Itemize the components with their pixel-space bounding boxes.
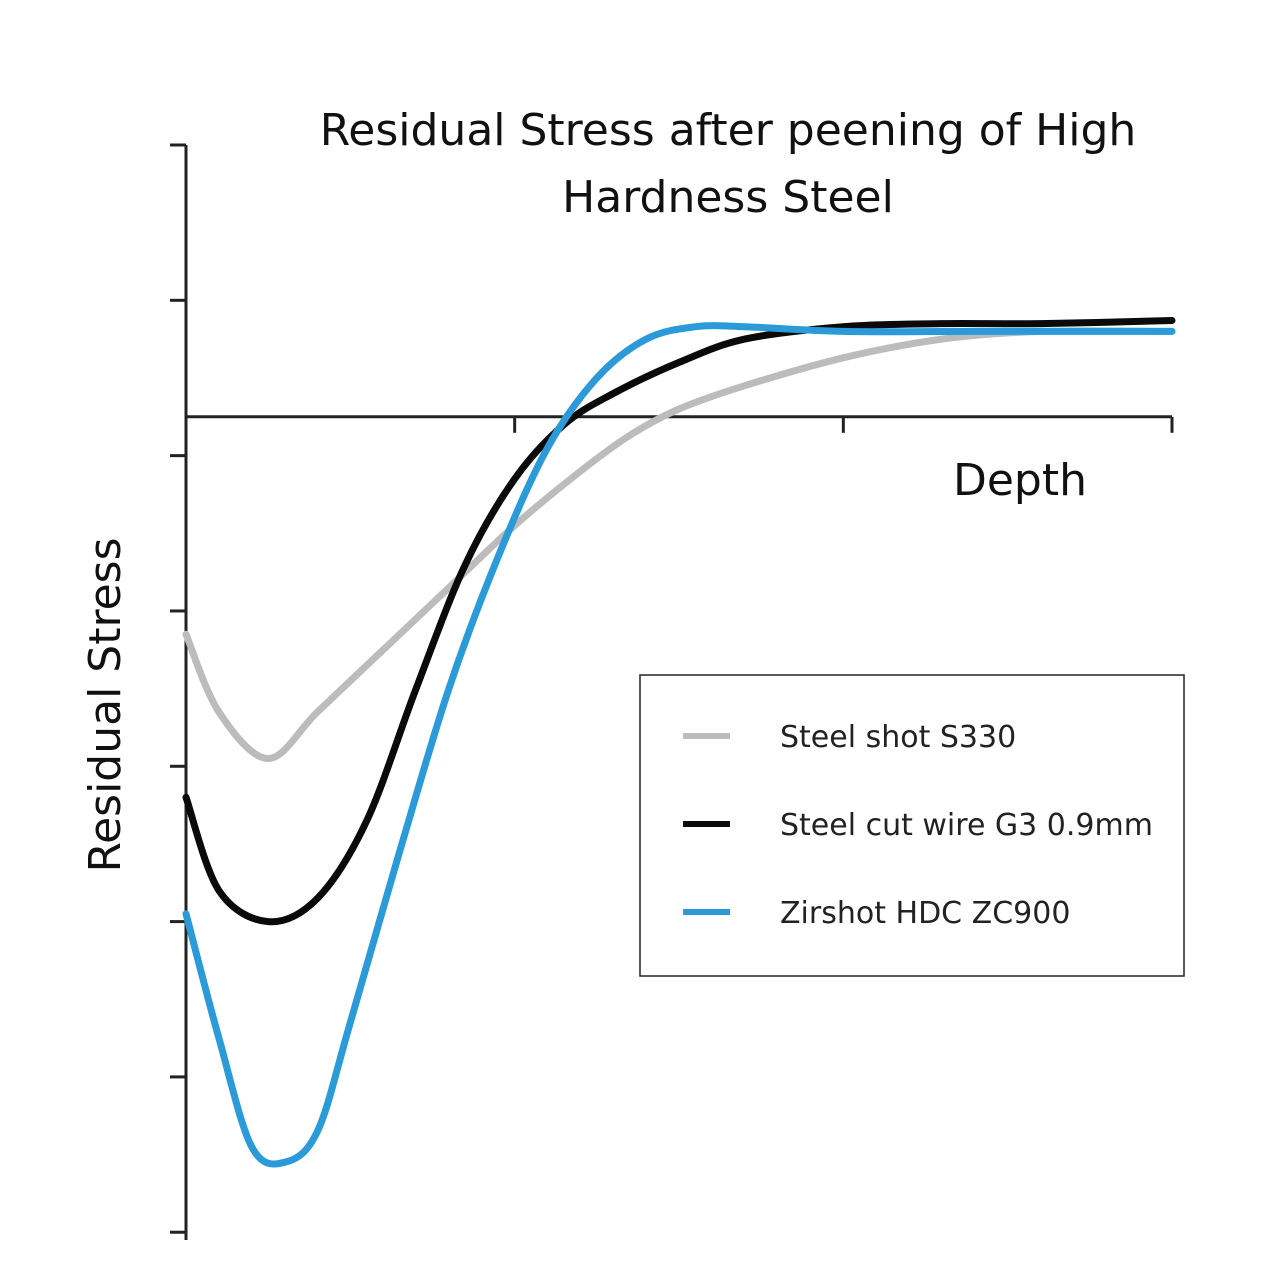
series-line-steel-cut-wire-g3-0-9mm [182, 317, 1176, 926]
series-line-zirshot-hdc-zc900 [182, 322, 1176, 1168]
axes [170, 143, 1174, 1240]
x-axis-label: Depth [953, 455, 1087, 506]
series-line-steel-shot-s330 [182, 327, 1176, 762]
series-lines [182, 317, 1176, 1168]
y-axis-label: Residual Stress [80, 537, 131, 872]
legend-label-steel-shot-s330: Steel shot S330 [780, 720, 1016, 755]
chart-title-line-2: Hardness Steel [562, 172, 894, 223]
legend-label-steel-cut-wire-g3-0-9mm: Steel cut wire G3 0.9mm [780, 808, 1153, 843]
chart-title-line-1: Residual Stress after peening of High [320, 105, 1137, 156]
legend-box [639, 674, 1185, 977]
legend-label-zirshot-hdc-zc900: Zirshot HDC ZC900 [780, 896, 1070, 931]
chart-title: Residual Stress after peening of High Ha… [320, 105, 1137, 223]
legend: Steel shot S330 Steel cut wire G3 0.9mm Zi… [639, 674, 1185, 977]
